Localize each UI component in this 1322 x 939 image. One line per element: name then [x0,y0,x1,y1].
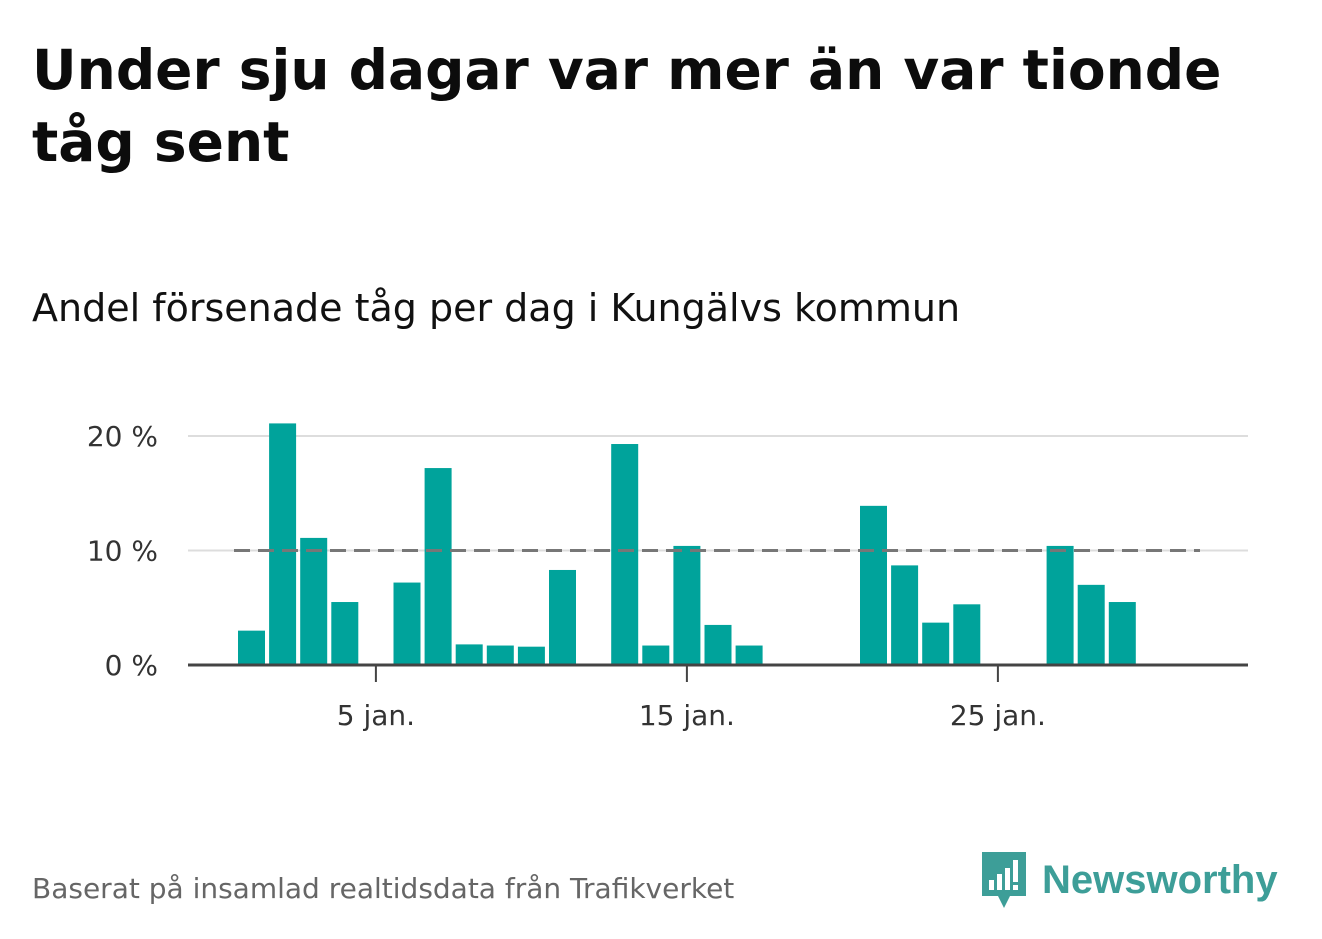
bar-day-9 [486,645,514,665]
bar-day-14 [642,645,670,665]
bar-day-3 [300,537,328,665]
bar-day-27 [1046,545,1074,665]
newsworthy-logo-icon [982,852,1026,908]
bar-day-8 [455,644,483,665]
x-tick-label: 25 jan. [950,699,1046,732]
bar-chart: 0 % 10 % 20 % 5 jan. 15 jan. 25 jan. [87,420,1248,732]
brand-logo: Newsworthy [980,848,1278,912]
x-tick-label: 15 jan. [639,699,735,732]
y-tick-label: 10 % [87,535,158,568]
y-tick-label: 20 % [87,420,158,453]
chart-subtitle: Andel försenade tåg per dag i Kungälvs k… [32,286,961,330]
bar-day-6 [393,582,421,665]
x-tick-label: 5 jan. [337,699,415,732]
source-note: Baserat på insamlad realtidsdata från Tr… [32,872,735,905]
y-axis-labels: 0 % 10 % 20 % [87,420,158,682]
bar-day-1 [238,630,265,665]
x-axis-labels: 5 jan. 15 jan. 25 jan. [337,699,1046,732]
bars [238,423,1136,665]
y-tick-label: 0 % [105,649,158,682]
bar-day-24 [953,604,981,665]
bar-day-15 [673,545,701,665]
bar-day-11 [549,569,576,665]
bar-day-2 [269,423,297,665]
brand-name: Newsworthy [1042,857,1278,902]
gridlines [188,435,1248,552]
bar-day-7 [424,468,452,665]
bar-day-21 [860,505,887,665]
bar-day-22 [891,565,919,665]
bar-day-29 [1108,602,1136,665]
bar-day-16 [704,624,732,665]
bar-day-4 [331,602,359,665]
x-axis [188,663,1248,682]
bar-day-28 [1077,584,1105,665]
bar-day-17 [735,645,763,665]
bar-day-10 [517,646,545,665]
bar-day-23 [922,622,950,665]
bar-day-13 [611,444,639,665]
chart-title: Under sju dagar var mer än var tionde tå… [32,38,1222,174]
